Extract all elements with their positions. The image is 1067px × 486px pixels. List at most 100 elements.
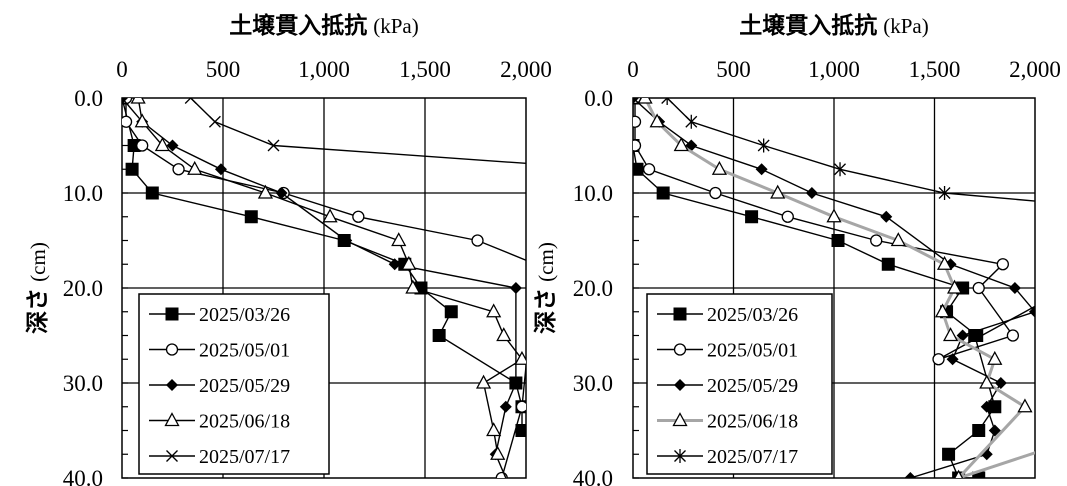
- y-axis-title: 深さ (cm): [25, 242, 51, 334]
- data-point: [633, 98, 639, 104]
- legend-marker: [674, 379, 686, 391]
- data-point: [122, 115, 133, 128]
- legend-marker: [166, 379, 178, 391]
- data-point: [515, 400, 526, 413]
- legend-item: 2025/05/29: [149, 375, 290, 397]
- data-point: [633, 162, 644, 176]
- data-point: [770, 184, 786, 199]
- data-point: [709, 186, 722, 200]
- data-point: [988, 400, 1002, 414]
- data-point: [134, 113, 150, 128]
- data-point: [947, 279, 963, 294]
- data-point: [890, 232, 906, 247]
- x-tick-label: 1,500: [399, 57, 451, 82]
- legend-item: 2025/03/26: [149, 304, 290, 326]
- data-point: [649, 113, 665, 128]
- data-point: [257, 184, 274, 199]
- x-tick-label: 500: [206, 57, 241, 82]
- x-tick-label: 500: [716, 57, 751, 82]
- data-point: [637, 98, 653, 104]
- legend-label: 2025/03/26: [707, 304, 798, 326]
- legend-label: 2025/07/17: [707, 446, 798, 468]
- data-point: [994, 377, 1007, 389]
- data-point: [980, 400, 993, 413]
- data-point: [881, 257, 895, 271]
- data-point: [136, 139, 149, 152]
- y-axis-title: 深さ (cm): [533, 242, 559, 334]
- x-axis-title: 土壌貫入抵抗 (kPa): [739, 12, 929, 39]
- data-point: [826, 208, 842, 223]
- data-point: [685, 114, 698, 129]
- data-point: [938, 186, 951, 200]
- data-point: [656, 186, 670, 200]
- legend-label: 2025/06/18: [707, 411, 798, 433]
- chart-panel-2: 0 500 1,000 1,500 2,000 0.0 10.0 20.0 30.0 40.0 土壌…: [533, 12, 1061, 486]
- legend-marker: [672, 412, 688, 427]
- x-axis-title: 土壌貫入抵抗 (kPa): [229, 12, 419, 39]
- data-point: [805, 187, 818, 199]
- legend-item: 2025/07/17: [149, 446, 290, 468]
- data-point: [934, 303, 951, 318]
- legend-item: 2025/05/01: [149, 340, 290, 362]
- data-point: [633, 115, 642, 128]
- data-point: [154, 137, 170, 152]
- legend-marker: [165, 307, 179, 321]
- series-line: [633, 98, 996, 478]
- y-tick-label: 20.0: [63, 276, 103, 301]
- y-tick-label: 30.0: [63, 371, 103, 396]
- data-point: [956, 329, 969, 342]
- data-point: [781, 210, 794, 223]
- series-line: [122, 98, 517, 478]
- data-point: [661, 98, 674, 105]
- x-tick-label: 1,000: [298, 57, 350, 82]
- data-point: [515, 424, 526, 437]
- legend-item: 2025/05/01: [657, 340, 798, 362]
- y-tick-label: 20.0: [573, 276, 613, 301]
- series-line: [125, 98, 526, 478]
- data-point: [1046, 196, 1057, 210]
- x-tick-label: 1,000: [808, 57, 860, 82]
- data-point: [166, 139, 179, 152]
- data-point: [972, 281, 985, 295]
- data-point: [642, 163, 656, 176]
- legend-label: 2025/07/17: [199, 446, 290, 468]
- data-point: [979, 374, 995, 389]
- y-tick-label: 0.0: [74, 86, 103, 111]
- data-point: [214, 163, 227, 176]
- data-point: [870, 234, 883, 247]
- data-point: [1017, 398, 1033, 413]
- series-2025/05/29: [122, 98, 522, 478]
- y-axis-label: 深さ: [533, 288, 559, 334]
- data-point: [988, 424, 1001, 437]
- legend-label: 2025/03/26: [199, 304, 290, 326]
- data-point: [509, 377, 522, 389]
- data-point: [145, 186, 159, 200]
- legend-label: 2025/05/01: [707, 340, 798, 362]
- data-point: [1006, 329, 1020, 342]
- legend-marker: [674, 449, 686, 463]
- data-point: [184, 98, 197, 104]
- data-point: [514, 350, 526, 365]
- data-point: [275, 187, 288, 199]
- data-point: [1039, 443, 1052, 455]
- data-point: [208, 115, 221, 128]
- data-point: [1029, 305, 1035, 318]
- data-point: [496, 327, 512, 342]
- data-point: [537, 159, 548, 170]
- legend: 2025/03/26 2025/05/01 2025/05/29 2025/06/18…: [138, 293, 330, 475]
- data-point: [486, 422, 502, 437]
- x-axis-unit: (kPa): [373, 14, 419, 38]
- data-point: [352, 210, 365, 223]
- data-point: [1008, 282, 1021, 294]
- data-point: [322, 208, 338, 223]
- legend-label: 2025/05/29: [199, 375, 290, 397]
- legend: 2025/03/26 2025/05/01 2025/05/29 2025/06/18…: [646, 293, 833, 475]
- chart-panel-1: 0 500 1,000 1,500 2,000 0.0 10.0 20.0 30.0 40.0 土壌…: [25, 12, 552, 486]
- x-axis-unit: (kPa): [883, 14, 929, 38]
- data-point: [388, 258, 401, 271]
- series-2025/05/01: [633, 98, 1035, 366]
- data-point: [996, 258, 1009, 271]
- data-point: [972, 424, 986, 437]
- legend-item: 2025/05/29: [657, 375, 798, 397]
- data-point: [757, 138, 770, 153]
